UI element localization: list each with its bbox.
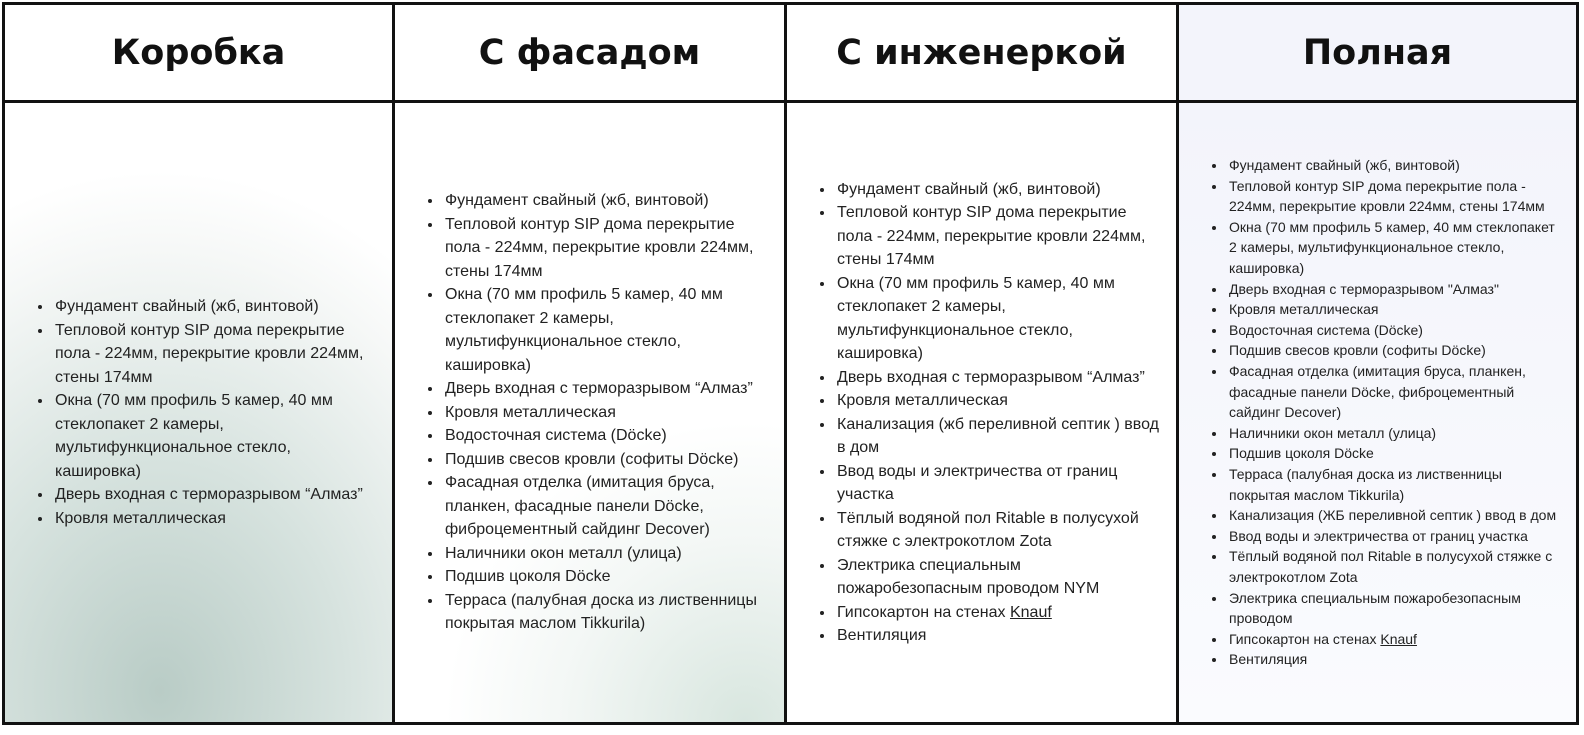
list-item: Ввод воды и электричества от границ учас… [1227, 526, 1562, 547]
list-item: Тепловой контур SIP дома перекрытие пола… [53, 319, 378, 390]
list-item: Дверь входная с терморазрывом “Алмаз” [53, 483, 378, 507]
list-item: Фундамент свайный (жб, винтовой) [53, 295, 378, 319]
column-korobka: Фундамент свайный (жб, винтовой)Тепловой… [5, 103, 395, 722]
list-item: Кровля металлическая [443, 401, 770, 425]
list-item: Водосточная система (Döcke) [443, 424, 770, 448]
list-item: Электрика специальным пожаробезопасным п… [835, 554, 1162, 601]
list-item: Тепловой контур SIP дома перекрытие пола… [443, 213, 770, 284]
list-item: Кровля металлическая [53, 507, 378, 531]
header-s-inzhenerkoy: С инженеркой [787, 5, 1179, 103]
list-item: Тёплый водяной пол Ritable в полусухой с… [1227, 546, 1562, 587]
list-item: Дверь входная с терморазрывом “Алмаз” [835, 366, 1162, 390]
column-s-inzhenerkoy: Фундамент свайный (жб, винтовой)Тепловой… [787, 103, 1179, 722]
list-item: Наличники окон металл (улица) [1227, 423, 1562, 444]
list-item: Тепловой контур SIP дома перекрытие пола… [835, 201, 1162, 272]
header-polnaya: Полная [1179, 5, 1576, 103]
list-item: Окна (70 мм профиль 5 камер, 40 мм стекл… [53, 389, 378, 483]
list-item: Фундамент свайный (жб, винтовой) [1227, 155, 1562, 176]
list-item: Вентиляция [835, 624, 1162, 648]
item-text: Гипсокартон на стенах [1229, 630, 1381, 647]
package-comparison-table: Коробка С фасадом С инженеркой Полная Фу… [2, 2, 1579, 725]
list-item: Гипсокартон на стенах Knauf [835, 601, 1162, 625]
list-item: Терраса (палубная доска из лиственницы п… [1227, 464, 1562, 505]
list-item: Гипсокартон на стенах Knauf [1227, 629, 1562, 650]
list-item: Канализация (ЖБ переливной септик ) ввод… [1227, 505, 1562, 526]
feature-list: Фундамент свайный (жб, винтовой)Тепловой… [423, 189, 770, 636]
list-item: Фасадная отделка (имитация бруса, планке… [1227, 361, 1562, 423]
list-item: Окна (70 мм профиль 5 камер, 40 мм стекл… [443, 283, 770, 377]
list-item: Подшив свесов кровли (софиты Döcke) [1227, 340, 1562, 361]
list-item: Терраса (палубная доска из лиственницы п… [443, 589, 770, 636]
list-item: Подшив цоколя Döcke [443, 565, 770, 589]
list-item: Тёплый водяной пол Ritable в полусухой с… [835, 507, 1162, 554]
list-item: Подшив свесов кровли (софиты Döcke) [443, 448, 770, 472]
feature-list: Фундамент свайный (жб, винтовой)Тепловой… [815, 178, 1162, 648]
list-item: Ввод воды и электричества от границ учас… [835, 460, 1162, 507]
list-item: Дверь входная с терморазрывом "Алмаз" [1227, 279, 1562, 300]
list-item: Тепловой контур SIP дома перекрытие пола… [1227, 176, 1562, 217]
list-item: Кровля металлическая [835, 389, 1162, 413]
feature-list: Фундамент свайный (жб, винтовой)Тепловой… [1207, 155, 1562, 670]
item-text: Гипсокартон на стенах [837, 603, 1010, 621]
list-item: Канализация (жб переливной септик ) ввод… [835, 413, 1162, 460]
list-item: Фундамент свайный (жб, винтовой) [835, 178, 1162, 202]
list-item: Вентиляция [1227, 649, 1562, 670]
header-s-fasadom: С фасадом [395, 5, 787, 103]
column-polnaya: Фундамент свайный (жб, винтовой)Тепловой… [1179, 103, 1576, 722]
feature-list: Фундамент свайный (жб, винтовой)Тепловой… [33, 295, 378, 530]
list-item: Наличники окон металл (улица) [443, 542, 770, 566]
header-korobka: Коробка [5, 5, 395, 103]
list-item: Кровля металлическая [1227, 299, 1562, 320]
list-item: Окна (70 мм профиль 5 камер, 40 мм стекл… [1227, 217, 1562, 279]
list-item: Дверь входная с терморазрывом “Алмаз” [443, 377, 770, 401]
list-item: Электрика специальным пожаробезопасным п… [1227, 588, 1562, 629]
list-item: Водосточная система (Döcke) [1227, 320, 1562, 341]
column-s-fasadom: Фундамент свайный (жб, винтовой)Тепловой… [395, 103, 787, 722]
list-item: Подшив цоколя Döcke [1227, 443, 1562, 464]
list-item: Фундамент свайный (жб, винтовой) [443, 189, 770, 213]
list-item: Окна (70 мм профиль 5 камер, 40 мм стекл… [835, 272, 1162, 366]
knauf-link[interactable]: Knauf [1380, 630, 1417, 647]
knauf-link[interactable]: Knauf [1009, 603, 1052, 621]
list-item: Фасадная отделка (имитация бруса, планке… [443, 471, 770, 542]
